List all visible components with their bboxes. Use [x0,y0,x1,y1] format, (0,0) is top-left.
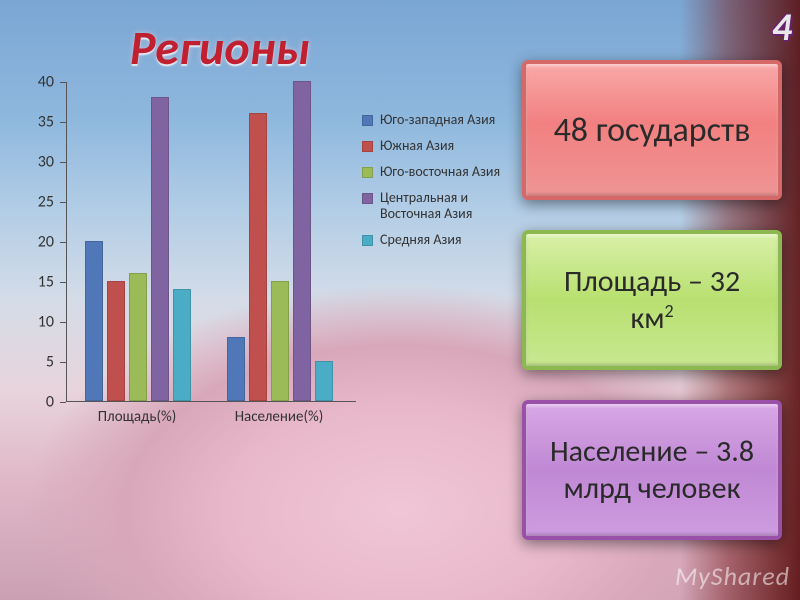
y-tick-label: 15 [14,273,60,292]
superscript: 2 [665,300,674,322]
bar [107,281,125,401]
bar [173,289,191,401]
legend-item: Юго-восточная Азия [362,164,512,180]
slide: 4 Регионы 0 5 10 15 20 25 30 35 40 Юго-западная … [0,0,800,600]
legend-item: Центральная и Восточная Азия [362,190,512,222]
bar [315,361,333,401]
bar [85,241,103,401]
legend-item: Юго-западная Азия [362,112,512,128]
watermark: MyShared [675,560,790,592]
y-tick-mark [60,402,66,403]
legend-item: Южная Азия [362,138,512,154]
legend-label: Южная Азия [380,138,512,154]
legend-label: Юго-западная Азия [380,112,512,128]
legend-swatch [362,235,373,246]
y-tick-label: 40 [14,73,60,92]
x-axis-label: Площадь(%) [72,408,202,426]
legend-item: Средняя Азия [362,232,512,248]
y-tick-label: 0 [14,393,60,412]
info-card-population: Население – 3.8 млрд человек [522,400,782,540]
regions-bar-chart: 0510152025303540 Юго-западная АзияЮжная … [14,82,504,442]
slide-title: Регионы [130,18,310,77]
bar [151,97,169,401]
legend-swatch [362,141,373,152]
y-tick-label: 5 [14,353,60,372]
legend-swatch [362,115,373,126]
x-axis-label: Население(%) [214,408,344,426]
page-number: 4 [772,2,792,51]
legend-label: Средняя Азия [380,232,512,248]
y-tick-label: 25 [14,193,60,212]
card-text: 48 государств [554,110,751,151]
y-tick-label: 35 [14,113,60,132]
chart-legend: Юго-западная Азия Южная Азия Юго-восточная… [362,112,512,259]
legend-swatch [362,193,373,204]
bar [129,273,147,401]
legend-swatch [362,167,373,178]
legend-label: Юго-восточная Азия [380,164,512,180]
bar [293,81,311,401]
y-axis: 0510152025303540 [14,82,60,402]
y-tick-label: 10 [14,313,60,332]
card-text-prefix: Площадь – 32 км [564,263,740,337]
bar [249,113,267,401]
legend-label: Центральная и Восточная Азия [380,190,512,222]
y-tick-label: 30 [14,153,60,172]
card-text: Площадь – 32 км2 [540,263,764,337]
bar [227,337,245,401]
info-card-countries: 48 государств [522,60,782,200]
plot-area [66,82,356,402]
info-card-area: Площадь – 32 км2 [522,230,782,370]
bar [271,281,289,401]
y-tick-label: 20 [14,233,60,252]
card-text: Население – 3.8 млрд человек [540,433,764,507]
